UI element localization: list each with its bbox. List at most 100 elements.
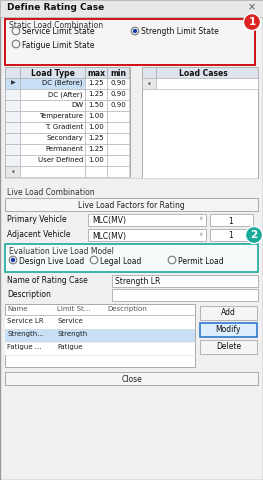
Text: Primary Vehicle: Primary Vehicle: [7, 215, 67, 224]
Text: DW: DW: [71, 102, 83, 108]
Bar: [20, 144, 85, 155]
Text: Permanent: Permanent: [45, 146, 83, 152]
Bar: [210, 229, 253, 241]
Bar: [85, 67, 107, 78]
Text: Static Load Combination: Static Load Combination: [9, 21, 103, 30]
Text: Strength...: Strength...: [7, 331, 44, 337]
Text: Load Cases: Load Cases: [179, 69, 227, 78]
Bar: [200, 340, 257, 354]
Text: 1.00: 1.00: [88, 113, 104, 119]
Bar: [5, 155, 20, 166]
Bar: [85, 100, 107, 111]
Bar: [5, 178, 258, 186]
Bar: [107, 144, 129, 155]
Text: 0.90: 0.90: [110, 102, 126, 108]
Text: Fatigue ...: Fatigue ...: [7, 344, 42, 350]
Text: MLC(MV): MLC(MV): [92, 231, 126, 240]
Bar: [107, 166, 129, 177]
Bar: [107, 155, 129, 166]
Bar: [142, 67, 156, 78]
Text: DC (After): DC (After): [48, 91, 83, 97]
Text: Description: Description: [107, 306, 147, 312]
Bar: [5, 342, 195, 355]
Text: Fatigue: Fatigue: [57, 344, 83, 350]
Bar: [5, 198, 258, 211]
Bar: [88, 229, 206, 241]
Bar: [20, 166, 85, 177]
Text: 1.25: 1.25: [88, 135, 104, 141]
Bar: [85, 111, 107, 122]
Text: 1: 1: [229, 216, 233, 226]
Bar: [5, 372, 258, 385]
Circle shape: [11, 258, 15, 262]
Bar: [107, 67, 129, 78]
Bar: [20, 122, 85, 133]
Text: Name: Name: [7, 306, 28, 312]
Bar: [156, 67, 258, 78]
Text: Service: Service: [57, 318, 83, 324]
Bar: [112, 289, 258, 301]
Text: Modify: Modify: [216, 325, 241, 334]
Bar: [107, 89, 129, 100]
Text: Strength LR: Strength LR: [115, 277, 160, 287]
Bar: [107, 100, 129, 111]
Bar: [107, 133, 129, 144]
Bar: [20, 155, 85, 166]
Bar: [5, 111, 20, 122]
Bar: [5, 67, 20, 78]
Bar: [107, 78, 129, 89]
Bar: [112, 275, 258, 287]
Bar: [5, 122, 20, 133]
Bar: [88, 214, 206, 226]
Text: ∨: ∨: [198, 216, 203, 221]
Bar: [20, 89, 85, 100]
Bar: [210, 214, 253, 226]
Text: Define Rating Case: Define Rating Case: [7, 3, 104, 12]
Text: Service Limit State: Service Limit State: [22, 27, 94, 36]
Bar: [200, 306, 257, 320]
Text: Temperature: Temperature: [39, 113, 83, 119]
Text: 1: 1: [229, 231, 233, 240]
Circle shape: [245, 227, 262, 243]
Text: 1.00: 1.00: [88, 124, 104, 130]
Text: 1: 1: [248, 17, 256, 27]
Text: 1.00: 1.00: [88, 157, 104, 163]
Text: Legal Load: Legal Load: [100, 256, 141, 265]
Text: 1.25: 1.25: [88, 146, 104, 152]
Text: 0.90: 0.90: [110, 91, 126, 97]
Text: Strength Limit State: Strength Limit State: [141, 27, 219, 36]
Text: Close: Close: [121, 375, 142, 384]
Bar: [85, 78, 107, 89]
Bar: [5, 304, 195, 367]
Bar: [5, 244, 258, 272]
Text: Delete: Delete: [216, 342, 241, 351]
Text: ×: ×: [248, 2, 256, 12]
Bar: [5, 329, 195, 342]
Bar: [20, 111, 85, 122]
Text: ∨: ∨: [198, 231, 203, 237]
Text: MLC(MV): MLC(MV): [92, 216, 126, 226]
Text: Limit St...: Limit St...: [57, 306, 90, 312]
Text: Live Load Factors for Rating: Live Load Factors for Rating: [78, 202, 185, 211]
Bar: [142, 78, 156, 89]
Text: Name of Rating Case: Name of Rating Case: [7, 276, 88, 285]
Text: T. Gradient: T. Gradient: [45, 124, 83, 130]
Bar: [20, 133, 85, 144]
Bar: [156, 78, 258, 89]
Bar: [107, 111, 129, 122]
Text: 1.25: 1.25: [88, 80, 104, 86]
Bar: [5, 67, 130, 178]
Bar: [5, 144, 20, 155]
Text: •: •: [11, 168, 16, 177]
Bar: [85, 122, 107, 133]
Circle shape: [244, 13, 260, 31]
Bar: [85, 133, 107, 144]
Text: 2: 2: [250, 230, 258, 240]
Bar: [20, 67, 85, 78]
Bar: [5, 19, 255, 65]
Text: DC (Before): DC (Before): [43, 80, 83, 86]
Text: Strength: Strength: [57, 331, 87, 337]
Text: max: max: [87, 69, 105, 78]
Bar: [5, 100, 20, 111]
Text: 1.25: 1.25: [88, 91, 104, 97]
